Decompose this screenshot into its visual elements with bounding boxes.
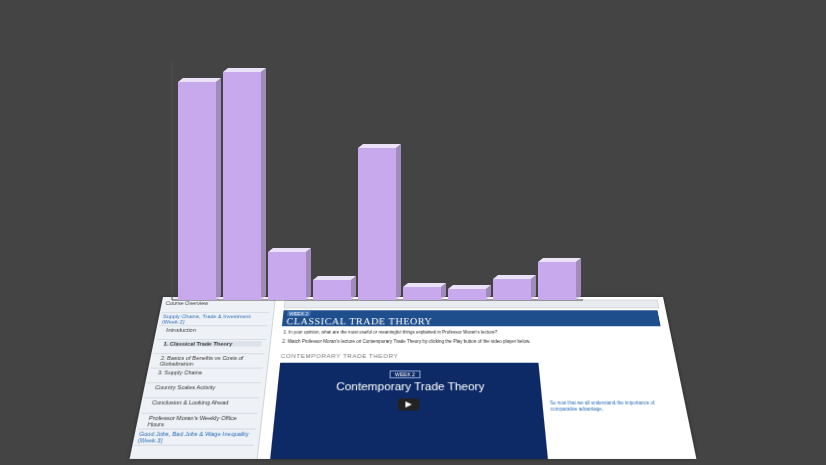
sidebar-item: 3. Supply Chains — [157, 370, 258, 376]
sidebar-rule — [147, 382, 261, 383]
sidebar-rule — [138, 429, 256, 430]
bar — [448, 285, 491, 300]
sidebar-rule — [156, 339, 266, 340]
bar-top — [403, 283, 446, 287]
bar-front — [268, 252, 306, 300]
bar-front — [313, 280, 351, 300]
sidebar-item: Country Scales Activity — [155, 384, 257, 390]
bar-front — [448, 289, 486, 300]
bar — [178, 78, 221, 300]
scene: {"chart_data": {"type": "bar", "categori… — [0, 0, 826, 465]
bar-side — [351, 276, 356, 300]
section-title: CONTEMPORARY TRADE THEORY — [281, 353, 399, 359]
bar-front — [538, 262, 576, 300]
sidebar-rule — [162, 312, 269, 313]
bar-top — [178, 78, 221, 82]
banner-week: WEEK 2 — [287, 311, 311, 316]
sidebar-rule — [153, 353, 264, 354]
bar — [493, 275, 536, 300]
question: 1. In your opinion, what are the most us… — [283, 330, 660, 335]
bar-top — [268, 248, 311, 252]
question: 2. Watch Professor Moran's lecture on Co… — [282, 339, 662, 344]
bar-side — [396, 144, 401, 300]
sidebar-item: Professor Moran's Weekly Office Hours — [147, 415, 253, 428]
sidebar-rule — [144, 397, 259, 398]
sidebar-item: Supply Chains, Trade & Investment (Week … — [161, 314, 265, 325]
sidebar-rule — [150, 368, 262, 369]
banner-title: CLASSICAL TRADE THEORY — [286, 316, 433, 326]
bar — [313, 276, 356, 300]
bar — [223, 68, 266, 300]
bar-top — [493, 275, 536, 279]
sidebar-item: Course Overview — [165, 300, 266, 305]
sidebar-rule — [141, 413, 257, 414]
video-title: Contemporary Trade Theory — [305, 380, 515, 392]
sidebar-item: Good Jobs, Bad Jobs & Wage Inequality (W… — [137, 431, 251, 444]
video-week: WEEK 2 — [390, 370, 421, 378]
bar-top — [538, 258, 581, 262]
bars — [178, 68, 581, 300]
sidebar-item: 1. Classical Trade Theory — [163, 341, 262, 347]
bar-front — [178, 82, 216, 300]
bar-front — [403, 287, 441, 300]
sidebar-rule — [135, 445, 254, 446]
sidebar-item: Conclusion & Looking Ahead — [152, 399, 255, 405]
sidebar-item: Introduction — [166, 327, 263, 332]
bar-side — [261, 68, 266, 300]
bar-top — [448, 285, 491, 289]
sidebar-item: 2. Basics of Benefits vs Costs of Global… — [159, 355, 260, 367]
bar-top — [223, 68, 266, 72]
bar-chart — [0, 0, 826, 465]
toolbar — [284, 300, 659, 309]
bar — [403, 283, 446, 300]
course-page: Course Overview Supply Chains, Trade & In… — [130, 297, 697, 459]
bar — [358, 144, 401, 300]
bar-side — [531, 275, 536, 300]
sidebar-rule — [159, 325, 268, 326]
bar — [268, 248, 311, 300]
bar — [538, 258, 581, 300]
bar-front — [493, 279, 531, 300]
bar-side — [576, 258, 581, 300]
bar-top — [313, 276, 356, 280]
bar-top — [358, 144, 401, 148]
bar-front — [358, 148, 396, 300]
side-note: So now that we all understand the import… — [550, 400, 678, 411]
bar-side — [306, 248, 311, 300]
play-icon — [405, 401, 412, 407]
bar-front — [223, 72, 261, 300]
y-axis-line — [172, 60, 173, 300]
bar-side — [216, 78, 221, 300]
